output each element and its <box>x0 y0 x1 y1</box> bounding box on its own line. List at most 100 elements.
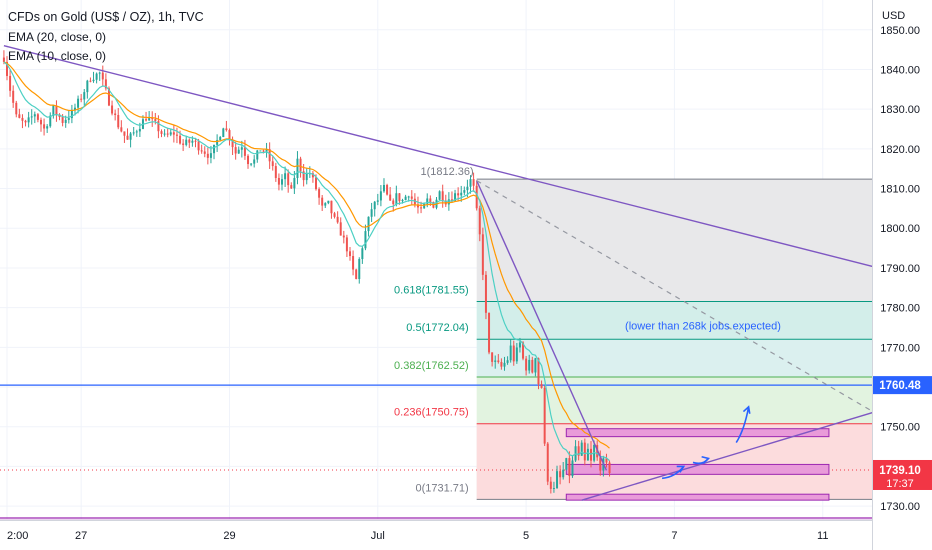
horizontal-levels[interactable] <box>0 384 872 520</box>
candle-body <box>83 92 86 100</box>
candle-body <box>441 191 444 201</box>
candle-body <box>120 127 123 132</box>
candle-body <box>163 133 166 135</box>
candle-body <box>101 72 104 80</box>
candle-body <box>373 201 376 210</box>
candle-body <box>213 144 216 154</box>
y-tick-label: 1770.00 <box>880 342 920 354</box>
candle-body <box>36 114 39 120</box>
candle-body <box>407 196 410 198</box>
candle-body <box>416 204 419 208</box>
candle-body <box>250 163 253 165</box>
candle-body <box>438 191 441 200</box>
candle-body <box>364 231 367 249</box>
projection-arrows[interactable] <box>662 405 751 480</box>
candle-body <box>67 118 70 120</box>
candle-body <box>194 140 197 142</box>
candle-body <box>599 457 602 471</box>
candle-body <box>55 105 58 115</box>
candle-body <box>43 124 46 129</box>
candle-body <box>225 128 228 131</box>
fib-label-0.382: 0.382(1762.52) <box>394 360 469 372</box>
candle-body <box>398 193 401 202</box>
candle-body <box>61 116 64 123</box>
fib-label-0.236: 0.236(1750.75) <box>394 407 469 419</box>
candle-body <box>571 460 574 477</box>
fib-label-0.5: 0.5(1772.04) <box>406 322 468 334</box>
candle-body <box>389 194 392 201</box>
y-tick-label: 1780.00 <box>880 303 920 315</box>
candle-body <box>450 199 453 201</box>
candle-body <box>345 237 348 252</box>
candle-body <box>129 133 132 140</box>
candle-body <box>531 359 534 373</box>
candle-body <box>583 442 586 461</box>
candle-body <box>293 178 296 189</box>
candle-body <box>216 140 219 145</box>
candle-body <box>247 155 250 165</box>
candle-body <box>89 80 92 82</box>
candle-body <box>506 360 509 363</box>
candle-body <box>358 259 361 279</box>
price-axis[interactable]: USD 1850.00 1840.00 1830.00 1820.00 1810.00 18… <box>872 0 932 550</box>
trendline-projection-dashed <box>476 180 879 416</box>
candle-body <box>12 90 15 103</box>
candle-body <box>138 128 141 132</box>
consolidation-box <box>565 428 830 438</box>
candle-body <box>361 248 364 260</box>
symbol-title[interactable]: CFDs on Gold (US$ / OZ), 1h, TVC <box>8 10 204 24</box>
annotation-jobs: (lower than 268k jobs expected) <box>625 320 781 332</box>
time-axis[interactable]: 2:00 27 29 Jul 5 7 11 <box>0 520 932 550</box>
candle-body <box>559 471 562 478</box>
candle-body <box>509 345 512 361</box>
candle-body <box>546 443 549 482</box>
candle-body <box>169 132 172 135</box>
candle-body <box>27 117 30 123</box>
candle-body <box>574 446 577 461</box>
candle-body <box>182 143 185 145</box>
candle-body <box>287 173 290 186</box>
ema20-legend[interactable]: EMA (20, close, 0) <box>8 30 107 44</box>
candle-body <box>299 158 302 172</box>
trendlines[interactable] <box>3 44 879 501</box>
candle-body <box>259 150 262 152</box>
candle-body <box>80 98 83 100</box>
arrow-head <box>701 455 711 464</box>
candle-body <box>172 132 175 135</box>
candle-body <box>454 193 457 201</box>
candle-body <box>426 198 429 204</box>
candle-body <box>46 126 49 129</box>
candle-body <box>148 118 151 121</box>
current-price-bg <box>873 459 932 490</box>
candle-body <box>132 132 135 134</box>
ema10-legend[interactable]: EMA (10, close, 0) <box>8 49 107 63</box>
current-price-time: 17:37 <box>886 478 914 490</box>
candle-body <box>410 196 413 199</box>
candle-body <box>423 203 426 209</box>
y-tick-label: 1810.00 <box>880 184 920 196</box>
candle-body <box>160 131 163 134</box>
candle-body <box>333 213 336 217</box>
candle-body <box>382 184 385 192</box>
candle-body <box>315 177 317 190</box>
trendline-long-downtrend <box>3 44 879 269</box>
fib-retracement[interactable] <box>476 178 872 500</box>
candle-body <box>552 488 555 490</box>
candle-body <box>605 458 608 463</box>
candle-body <box>234 147 237 154</box>
candle-body <box>321 197 324 206</box>
current-price-label: 1739.10 <box>879 465 921 477</box>
candle-body <box>401 199 404 202</box>
violet-band <box>0 519 872 520</box>
candle-body <box>367 216 370 232</box>
candle-body <box>379 191 382 201</box>
candle-body <box>302 171 305 181</box>
candle-body <box>111 105 114 114</box>
candle-body <box>191 140 194 143</box>
candle-body <box>311 173 314 178</box>
candle-body <box>528 359 531 371</box>
x-tick-label: 11 <box>817 530 828 542</box>
candle-body <box>228 130 231 141</box>
candle-body <box>253 159 256 164</box>
